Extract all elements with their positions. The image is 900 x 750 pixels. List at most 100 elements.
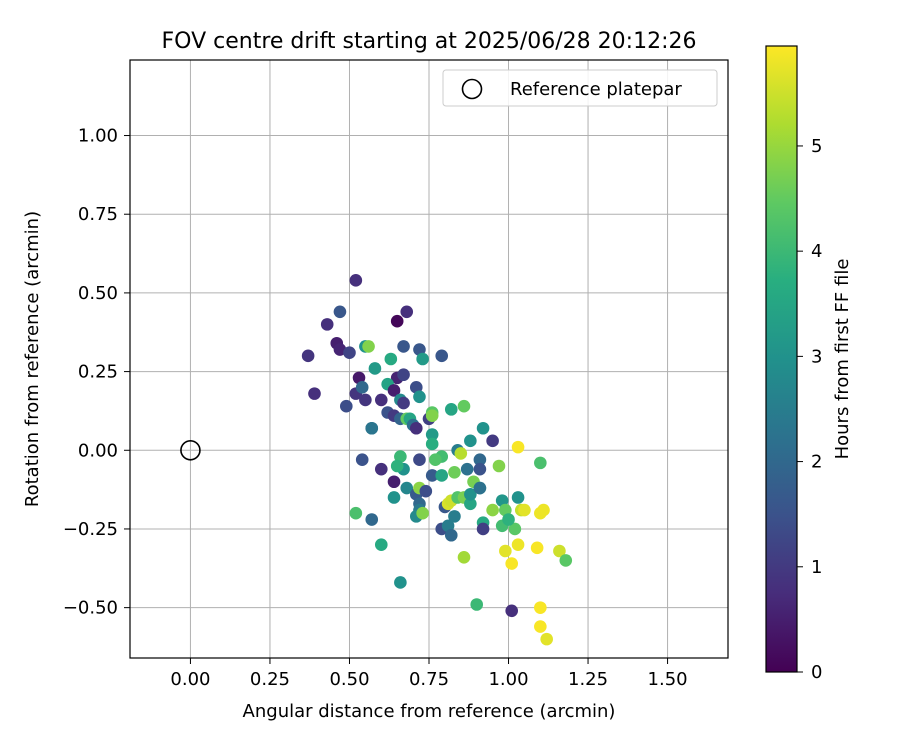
x-tick-label: 0.25 [250,669,290,690]
data-point [349,506,363,520]
colorbar-tick-label: 5 [811,136,822,157]
y-tick-label: −0.50 [63,598,118,619]
data-point [413,390,426,404]
legend-marker-icon [461,78,483,100]
data-point [384,352,398,366]
data-point [454,447,468,460]
data-point [473,453,487,467]
legend-label: Reference platepar [510,79,682,100]
grid-lines [130,60,728,658]
colorbar-label: Hours from first FF file [832,259,853,460]
x-tick-label: 0.75 [409,669,449,690]
data-point [518,503,531,517]
data-point [470,598,484,611]
data-point [400,481,414,495]
data-point [559,554,573,567]
y-axis-ticks: −0.50 −0.25 0.00 0.25 0.50 0.75 1.00 [63,126,130,619]
data-point [540,632,553,646]
data-point [416,506,429,520]
data-point [394,576,407,589]
data-point [511,491,525,504]
x-axis-ticks: 0.00 0.25 0.50 0.75 1.00 1.25 1.50 [170,658,688,690]
data-point [508,522,522,536]
data-point [460,462,474,476]
x-tick-label: 0.00 [170,669,210,690]
data-point [425,428,439,441]
data-point [457,399,471,413]
data-point [397,340,410,353]
data-point [476,421,490,435]
data-point [444,403,458,416]
data-point [534,620,547,633]
data-point [374,462,388,476]
data-point [553,544,566,558]
plot-frame [129,59,729,659]
data-point [464,434,477,448]
x-tick-label: 0.50 [329,669,369,690]
reference-platepar-point [180,439,201,461]
y-tick-label: 0.50 [78,283,118,304]
data-point [400,305,414,319]
data-point [511,538,525,551]
data-point [473,481,487,495]
data-point [390,459,404,473]
data-point [387,491,401,504]
y-tick-label: 0.25 [78,362,118,383]
data-point [534,456,547,470]
data-point [368,362,382,375]
data-point [448,466,461,479]
data-point [425,469,439,482]
data-point [374,538,388,551]
y-tick-label: 1.00 [78,126,118,147]
x-tick-label: 1.25 [568,669,608,690]
colorbar: 0 1 2 3 4 5 Hours from first FF file [765,45,853,683]
y-tick-label: 0.00 [78,440,118,461]
data-point [511,440,525,454]
colorbar-ticks: 0 1 2 3 4 5 [797,136,822,683]
y-tick-label: 0.75 [78,204,118,225]
x-axis-label: Angular distance from reference (arcmin) [243,701,616,722]
legend: Reference platepar [442,69,718,107]
data-point [486,434,499,448]
data-point [476,522,490,536]
colorbar-tick-label: 2 [811,452,822,473]
data-point [413,453,426,467]
data-point [473,462,487,476]
data-point [435,349,449,363]
x-tick-label: 1.50 [648,669,688,690]
data-point [416,352,429,366]
data-point [505,604,519,618]
data-point [308,387,321,400]
data-point [355,381,369,394]
chart-title: FOV centre drift starting at 2025/06/28 … [162,29,697,54]
data-point [333,343,347,356]
y-axis-label: Rotation from reference (arcmin) [22,211,43,507]
data-point [301,349,315,363]
data-point [365,421,379,435]
data-point [387,475,401,489]
data-point [499,544,512,558]
data-point [374,393,388,407]
data-point [425,409,439,422]
data-point [320,318,334,331]
data-point [349,274,363,287]
colorbar-tick-label: 4 [811,241,822,262]
data-point [492,459,506,473]
colorbar-tick-label: 0 [811,662,822,683]
legend-box [442,69,718,107]
colorbar-tick-label: 1 [811,557,822,578]
data-points [301,274,573,646]
data-point [333,305,347,319]
data-point [464,497,477,511]
data-point [429,453,442,467]
data-point [365,513,379,526]
data-point [486,503,499,517]
data-point [457,550,471,564]
colorbar-gradient [765,45,798,673]
data-point [464,488,477,501]
data-point [355,453,369,467]
data-point [537,503,550,517]
data-point [505,557,519,570]
data-point [397,396,410,410]
